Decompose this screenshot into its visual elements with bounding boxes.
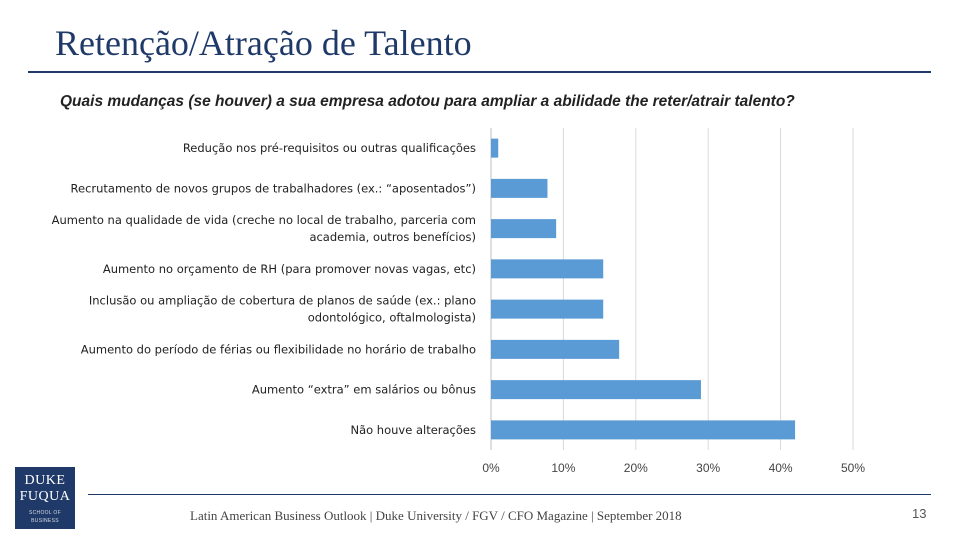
category-label: Recrutamento de novos grupos de trabalha…: [71, 181, 476, 195]
category-label-line: Inclusão ou ampliação de cobertura de pl…: [89, 294, 476, 308]
footer-divider: [88, 494, 931, 495]
category-label: Aumento no orçamento de RH (para promove…: [103, 262, 476, 276]
x-tick-label: 50%: [841, 461, 865, 475]
category-label-line: Redução nos pré-requisitos ou outras qua…: [183, 141, 476, 155]
bar: [491, 420, 796, 440]
logo-line-3: SCHOOL OF BUSINESS: [29, 510, 61, 524]
x-tick-label: 10%: [551, 461, 575, 475]
footer-source: Latin American Business Outlook | Duke U…: [190, 508, 682, 523]
bar: [491, 299, 604, 319]
duke-fuqua-logo: DUKE FUQUA SCHOOL OF BUSINESS: [15, 467, 75, 529]
page-number: 13: [912, 506, 927, 521]
category-label-line: Aumento do período de férias ou flexibil…: [81, 342, 476, 356]
category-label-line: Recrutamento de novos grupos de trabalha…: [71, 181, 476, 195]
category-label: Aumento do período de férias ou flexibil…: [81, 342, 476, 356]
bar: [491, 339, 620, 359]
logo-line-2: FUQUA: [19, 489, 71, 504]
x-tick-label: 20%: [624, 461, 648, 475]
x-tick-label: 30%: [696, 461, 720, 475]
category-label-line: Aumento no orçamento de RH (para promove…: [103, 262, 476, 276]
category-label: Redução nos pré-requisitos ou outras qua…: [183, 141, 476, 155]
category-label-line: academia, outros benefícios): [309, 230, 476, 244]
survey-question: Quais mudanças (se houver) a sua empresa…: [60, 93, 795, 110]
x-tick-label: 40%: [769, 461, 793, 475]
x-tick-label: 0%: [482, 461, 500, 475]
bar: [491, 219, 557, 239]
category-label: Inclusão ou ampliação de cobertura de pl…: [89, 294, 476, 325]
bar: [491, 178, 548, 198]
category-label: Não houve alterações: [350, 423, 476, 437]
bar: [491, 380, 701, 400]
logo-line-1: DUKE: [24, 473, 66, 488]
title-divider: [28, 71, 931, 73]
category-label-line: Aumento “extra” em salários ou bônus: [252, 383, 476, 397]
category-label-line: Não houve alterações: [350, 423, 476, 437]
category-label: Aumento “extra” em salários ou bônus: [252, 383, 476, 397]
category-label: Aumento na qualidade de vida (creche no …: [52, 213, 476, 244]
bar: [491, 138, 499, 158]
slide-title: Retenção/Atração de Talento: [55, 23, 472, 63]
category-label-line: Aumento na qualidade de vida (creche no …: [52, 213, 476, 227]
bar: [491, 259, 604, 279]
category-label-line: odontológico, oftalmologista): [308, 311, 476, 325]
